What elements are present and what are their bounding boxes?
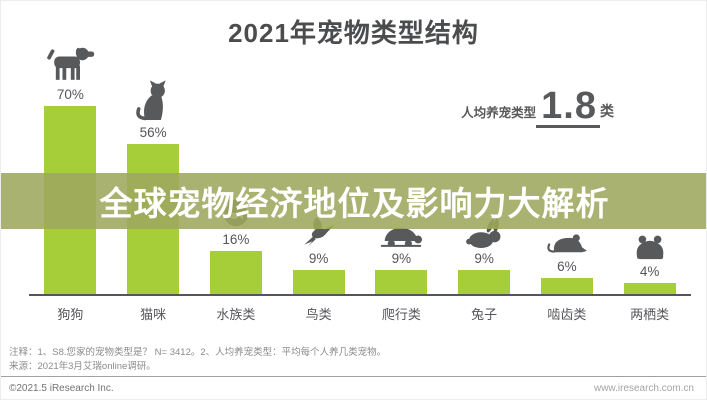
headline-banner: 全球宠物经济地位及影响力大解析: [1, 173, 706, 229]
page-title: 2021年宠物类型结构: [228, 18, 479, 48]
x-label-cat: 猫咪: [140, 307, 167, 322]
x-axis-labels: 狗狗 猫咪 水族类 鸟类 爬行类 兔子 啮齿类 两栖类: [29, 304, 691, 323]
bar: [209, 251, 262, 294]
bar-column-dog: 70%: [29, 44, 112, 294]
headline-text: 全球宠物经济地位及影响力大解析: [99, 185, 610, 222]
frog-icon: [632, 233, 668, 261]
footnotes: 注释：1、S8.您家的宠物类型是？ N= 3412。2、人均养宠类型：平均每个人…: [9, 346, 386, 374]
bar-chart: 70% 56% 16%: [29, 47, 691, 296]
avg-pet-types-stat: 人均养宠类型 1.8 类: [461, 87, 614, 129]
bar-column-reptile: 9%: [360, 220, 443, 294]
x-label-amphibian: 两栖类: [630, 307, 670, 322]
bar: [375, 269, 428, 294]
bar-column-amphibian: 4%: [608, 233, 691, 294]
copyright-text: ©2021.5 iResearch Inc.: [9, 383, 114, 394]
x-label-dog: 狗狗: [57, 307, 84, 322]
stat-label: 人均养宠类型: [461, 106, 537, 121]
bar-value-label: 6%: [557, 258, 577, 274]
bar: [458, 269, 511, 294]
bar: [292, 269, 345, 294]
stat-value: 1.8: [536, 87, 600, 129]
bar-value-label: 70%: [56, 87, 84, 103]
mouse-icon: [547, 230, 587, 256]
dog-icon: [44, 44, 96, 84]
bar-value-label: 9%: [391, 250, 412, 266]
bar: [540, 277, 593, 294]
bar-column-rabbit: 9%: [443, 217, 526, 294]
footer-divider: [1, 376, 706, 377]
bar-value-label: 9%: [474, 250, 494, 266]
bar-value-label: 56%: [139, 124, 167, 140]
bar-value-label: 9%: [308, 250, 329, 266]
x-label-bird: 鸟类: [305, 307, 332, 322]
x-label-rabbit: 兔子: [471, 307, 498, 322]
bar-column-rodent: 6%: [526, 230, 609, 294]
cat-icon: [134, 80, 172, 122]
website-url: www.iresearch.com.cn: [593, 383, 694, 394]
bar-value-label: 16%: [222, 232, 250, 248]
footnote-line-1: 注释：1、S8.您家的宠物类型是？ N= 3412。2、人均养宠类型：平均每个人…: [9, 347, 387, 358]
bar: [623, 283, 676, 294]
stat-unit: 类: [600, 103, 614, 120]
turtle-icon: [379, 220, 423, 248]
x-label-reptile: 爬行类: [381, 307, 421, 322]
x-label-rodent: 啮齿类: [547, 307, 587, 322]
footnote-line-2: 来源：2021年3月艾瑞online调研。: [9, 360, 156, 372]
x-label-aquarium: 水族类: [216, 307, 256, 322]
bar-value-label: 4%: [639, 264, 660, 280]
